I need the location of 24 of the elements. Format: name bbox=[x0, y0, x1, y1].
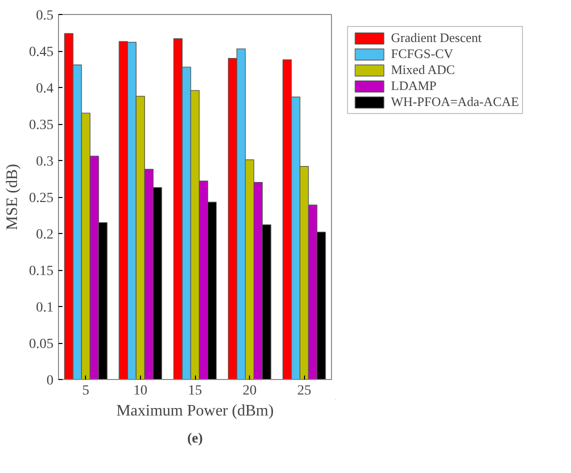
y-tick-label: 0.35 bbox=[29, 118, 54, 133]
legend-label: Gradient Descent bbox=[391, 30, 482, 46]
y-tick-label: 0.15 bbox=[29, 264, 54, 279]
legend-label: WH-PFOA=Ada-ACAE bbox=[391, 94, 519, 110]
y-tick-label: 0.5 bbox=[36, 8, 54, 24]
x-tick-label: 20 bbox=[242, 384, 257, 398]
legend-label: FCFGS-CV bbox=[391, 46, 454, 62]
legend-label: LDAMP bbox=[391, 78, 437, 94]
y-tick-label: 0.3 bbox=[36, 154, 54, 170]
x-tick-label: 5 bbox=[82, 384, 90, 398]
y-tick-label: 0.2 bbox=[36, 228, 54, 242]
y-tick-label: 0.05 bbox=[29, 337, 54, 352]
x-tick-label: 25 bbox=[297, 384, 312, 398]
y-tick-label: 0.45 bbox=[29, 45, 54, 60]
y-tick-label: 0.25 bbox=[29, 191, 54, 206]
y-tick-label: 0.4 bbox=[36, 82, 54, 96]
y-tick-label: 0 bbox=[46, 374, 54, 388]
text: (e) bbox=[187, 432, 204, 446]
x-tick-label: 15 bbox=[188, 384, 202, 398]
y-axis-title: MSE (dB) bbox=[4, 164, 21, 230]
legend-label: Mixed ADC bbox=[391, 62, 455, 78]
y-tick-label: 0.1 bbox=[36, 300, 54, 316]
x-axis-title: Maximum Power (dBm) bbox=[116, 402, 274, 420]
x-tick-label: 10 bbox=[133, 384, 148, 398]
